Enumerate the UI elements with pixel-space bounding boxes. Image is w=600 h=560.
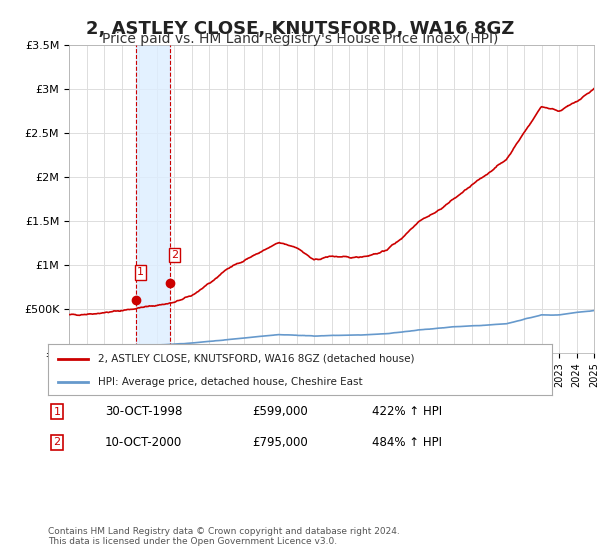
Text: 2, ASTLEY CLOSE, KNUTSFORD, WA16 8GZ: 2, ASTLEY CLOSE, KNUTSFORD, WA16 8GZ [86,20,514,38]
Text: Contains HM Land Registry data © Crown copyright and database right 2024.
This d: Contains HM Land Registry data © Crown c… [48,526,400,546]
Text: £599,000: £599,000 [252,405,308,418]
Text: 30-OCT-1998: 30-OCT-1998 [105,405,182,418]
Bar [136,45,170,353]
Text: HPI: Average price, detached house, Cheshire East: HPI: Average price, detached house, Ches… [98,377,363,387]
Text: 2, ASTLEY CLOSE, KNUTSFORD, WA16 8GZ (detached house): 2, ASTLEY CLOSE, KNUTSFORD, WA16 8GZ (de… [98,353,415,363]
Text: 10-OCT-2000: 10-OCT-2000 [105,436,182,449]
Text: Price paid vs. HM Land Registry's House Price Index (HPI): Price paid vs. HM Land Registry's House … [102,32,498,46]
Text: 2: 2 [53,437,61,447]
Text: 1: 1 [137,268,144,277]
Text: £795,000: £795,000 [252,436,308,449]
Text: 2: 2 [171,250,178,260]
Text: 1: 1 [53,407,61,417]
Text: 484% ↑ HPI: 484% ↑ HPI [372,436,442,449]
Text: 422% ↑ HPI: 422% ↑ HPI [372,405,442,418]
